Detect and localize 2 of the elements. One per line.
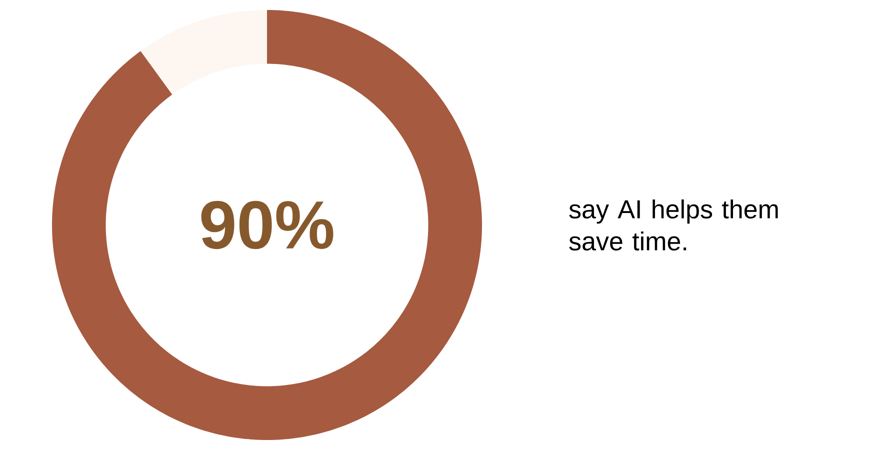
data-label: 90% xyxy=(201,200,334,250)
text: say AI helps them save time. xyxy=(569,199,778,251)
